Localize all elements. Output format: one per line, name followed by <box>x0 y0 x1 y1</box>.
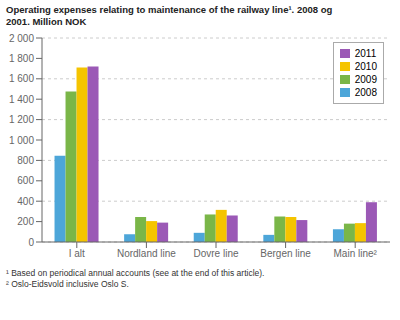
svg-text:400: 400 <box>17 196 34 207</box>
html-text:¹ Based on periodical annual a: ¹ Based on periodical annual accounts (s… <box>6 268 265 278</box>
svg-text:I alt: I alt <box>69 248 85 259</box>
html-text:2011: 2011 <box>354 48 377 59</box>
html-text:² Oslo-Eidsvold inclusive Oslo: ² Oslo-Eidsvold inclusive Oslo S. <box>6 279 129 289</box>
svg-text:2 000: 2 000 <box>9 33 34 44</box>
html-text:2008: 2008 <box>354 87 377 98</box>
svg-text:1 800: 1 800 <box>9 53 34 64</box>
svg-text:Main line²: Main line² <box>334 248 378 259</box>
svg-text:800: 800 <box>17 155 34 166</box>
svg-text:Dovre line: Dovre line <box>193 248 238 259</box>
svg-text:1 400: 1 400 <box>9 94 34 105</box>
svg-text:600: 600 <box>17 175 34 186</box>
svg-text:200: 200 <box>17 216 34 227</box>
svg-text:Bergen line: Bergen line <box>260 248 311 259</box>
html-text:Operating expenses relating to: Operating expenses relating to maintenan… <box>6 4 333 15</box>
svg-text:Nordland line: Nordland line <box>117 248 176 259</box>
svg-text:1 200: 1 200 <box>9 114 34 125</box>
svg-text:1 600: 1 600 <box>9 73 34 84</box>
svg-text:1 000: 1 000 <box>9 135 34 146</box>
html-text:2009: 2009 <box>354 74 377 85</box>
svg-text:0: 0 <box>28 237 34 248</box>
html-text:2001. Million NOK: 2001. Million NOK <box>6 16 87 27</box>
html-text:2010: 2010 <box>354 61 377 72</box>
